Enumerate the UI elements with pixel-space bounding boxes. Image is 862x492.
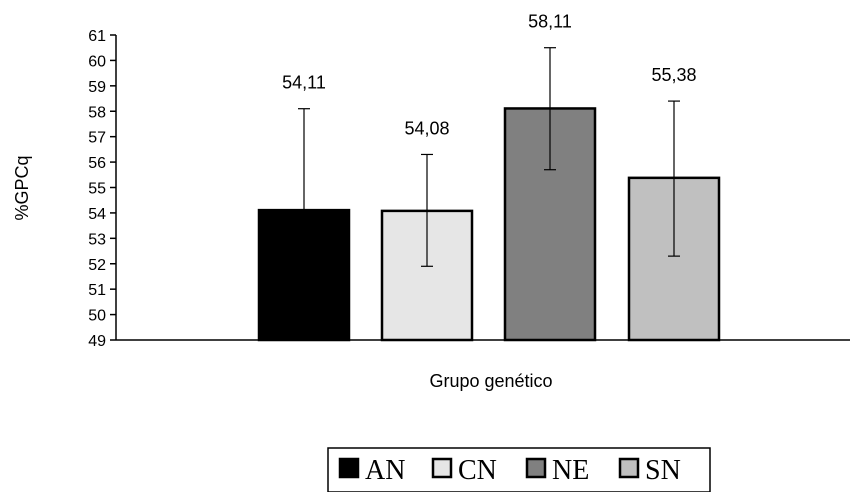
legend-item-ne: NE [525, 455, 589, 486]
x-axis-label: Grupo genético [429, 371, 552, 391]
y-tick-label: 56 [88, 155, 106, 172]
legend-swatch [338, 457, 360, 479]
data-label-an: 54,11 [282, 73, 326, 93]
legend-box [327, 447, 711, 492]
bars [257, 107, 721, 342]
legend-label: CN [458, 455, 497, 486]
y-tick-label: 60 [88, 53, 106, 70]
legend-item-cn: CN [431, 455, 497, 486]
y-tick-label: 53 [88, 231, 106, 248]
y-tick-label: 61 [88, 28, 106, 45]
y-axis-label: %GPCq [12, 155, 32, 220]
legend-label: SN [645, 455, 681, 486]
y-tick-label: 57 [88, 130, 106, 147]
y-tick-label: 49 [88, 333, 106, 350]
legend-item-an: AN [338, 455, 405, 486]
legend-swatch [618, 457, 640, 479]
legend-item-sn: SN [618, 455, 681, 486]
y-tick-label: 59 [88, 79, 106, 96]
y-tick-label: 58 [88, 104, 106, 121]
y-tick-label: 51 [88, 282, 106, 299]
y-axis: 49 50 51 52 53 54 55 56 57 58 59 60 61 [88, 28, 117, 350]
legend-swatch [525, 457, 547, 479]
legend-label: NE [552, 455, 589, 486]
data-label-sn: 55,38 [651, 65, 696, 85]
legend-swatch [431, 457, 453, 479]
y-tick-label: 54 [88, 206, 106, 223]
data-label-ne: 58,11 [528, 12, 572, 32]
error-bars [298, 47, 680, 340]
error-bar-sn [668, 100, 680, 257]
error-bar-ne [544, 47, 556, 171]
y-tick-label: 55 [88, 181, 106, 198]
y-tick-label: 52 [88, 257, 106, 274]
data-label-cn: 54,08 [404, 118, 449, 138]
legend-label: AN [365, 455, 405, 486]
legend: AN CN NE SN [327, 447, 711, 492]
data-labels: 54,11 54,08 58,11 55,38 [282, 12, 696, 139]
y-tick-label: 50 [88, 308, 106, 325]
error-bar-an [298, 108, 310, 340]
error-bar-cn [421, 153, 433, 267]
